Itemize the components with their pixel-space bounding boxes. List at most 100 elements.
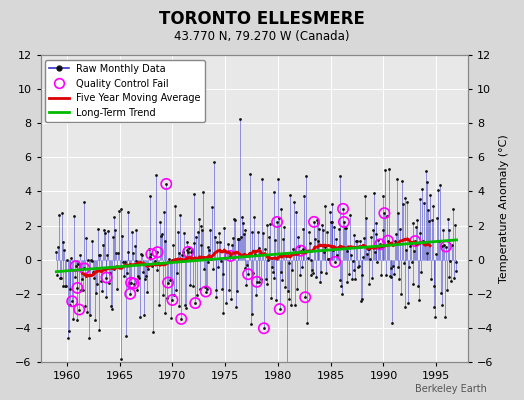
Five Year Moving Average xyxy=(404,236,410,241)
Point xyxy=(208,204,216,210)
Point xyxy=(99,242,107,248)
Point xyxy=(365,246,374,252)
Point xyxy=(341,225,349,231)
Point xyxy=(310,219,318,225)
Point xyxy=(71,274,79,280)
Point xyxy=(170,292,178,298)
Point xyxy=(145,246,153,252)
Point xyxy=(172,286,180,293)
Point xyxy=(363,251,371,258)
Point xyxy=(123,249,132,256)
Point xyxy=(143,289,151,296)
Point xyxy=(298,246,307,252)
Point xyxy=(255,279,263,286)
Point xyxy=(245,251,253,257)
Point xyxy=(122,333,130,340)
Point xyxy=(420,199,428,206)
Point xyxy=(359,253,367,260)
Point xyxy=(72,316,81,323)
Point xyxy=(197,242,205,248)
Point xyxy=(114,250,122,256)
Point xyxy=(156,219,165,225)
Point xyxy=(432,250,441,257)
Point xyxy=(342,224,350,231)
Point xyxy=(189,283,197,289)
Point xyxy=(53,272,61,278)
Point xyxy=(285,260,293,266)
Quality Control Fail xyxy=(380,210,389,216)
Point xyxy=(429,203,437,210)
Point xyxy=(77,286,85,293)
Point xyxy=(181,302,189,309)
Point xyxy=(123,270,131,276)
Point xyxy=(320,249,328,256)
Point xyxy=(92,290,100,296)
Point xyxy=(221,248,230,254)
Quality Control Fail xyxy=(126,290,135,297)
Point xyxy=(338,291,346,297)
Point xyxy=(246,170,254,177)
Point xyxy=(402,247,410,253)
Point xyxy=(85,312,94,318)
Point xyxy=(135,275,143,282)
Point xyxy=(424,206,432,213)
Point xyxy=(388,320,397,326)
Point xyxy=(145,193,154,199)
Point xyxy=(270,188,279,195)
Point xyxy=(186,282,194,288)
Point xyxy=(235,236,244,242)
Point xyxy=(278,277,287,283)
Point xyxy=(259,230,267,236)
Point xyxy=(283,288,292,294)
Point xyxy=(222,300,230,306)
Point xyxy=(336,172,345,179)
Point xyxy=(80,198,88,205)
Point xyxy=(224,286,233,293)
Point xyxy=(85,335,93,341)
Point xyxy=(370,249,379,255)
Point xyxy=(290,302,299,308)
Five Year Moving Average xyxy=(376,245,382,250)
Point xyxy=(247,229,256,235)
Point xyxy=(438,302,446,308)
Point xyxy=(223,249,231,255)
Point xyxy=(348,258,357,264)
Point xyxy=(233,288,241,294)
Point xyxy=(63,257,71,264)
Five Year Moving Average xyxy=(198,254,204,259)
Long-Term Trend xyxy=(453,238,460,242)
Point xyxy=(345,271,353,277)
Long-Term Trend xyxy=(256,253,263,258)
Point xyxy=(358,272,367,278)
Point xyxy=(253,279,261,285)
Point xyxy=(54,243,62,250)
Point xyxy=(128,229,136,235)
Point xyxy=(280,224,288,230)
Point xyxy=(279,235,288,242)
Point xyxy=(102,293,110,300)
Point xyxy=(180,230,188,236)
Point xyxy=(107,302,115,309)
Point xyxy=(203,286,211,292)
Point xyxy=(438,242,446,249)
Quality Control Fail xyxy=(191,300,200,306)
Point xyxy=(164,279,172,286)
Point xyxy=(210,158,218,165)
Point xyxy=(326,218,335,225)
Point xyxy=(168,297,177,303)
Point xyxy=(152,267,161,273)
Point xyxy=(451,258,460,265)
Point xyxy=(157,233,165,239)
Long-Term Trend xyxy=(229,255,235,260)
Point xyxy=(433,215,441,222)
Point xyxy=(410,247,419,254)
Point xyxy=(215,230,223,236)
Point xyxy=(62,283,70,289)
Point xyxy=(301,294,309,300)
Point xyxy=(232,304,240,310)
Point xyxy=(119,259,127,266)
Point xyxy=(239,230,248,237)
Point xyxy=(231,217,239,223)
Quality Control Fail xyxy=(442,243,450,250)
Point xyxy=(66,302,74,308)
